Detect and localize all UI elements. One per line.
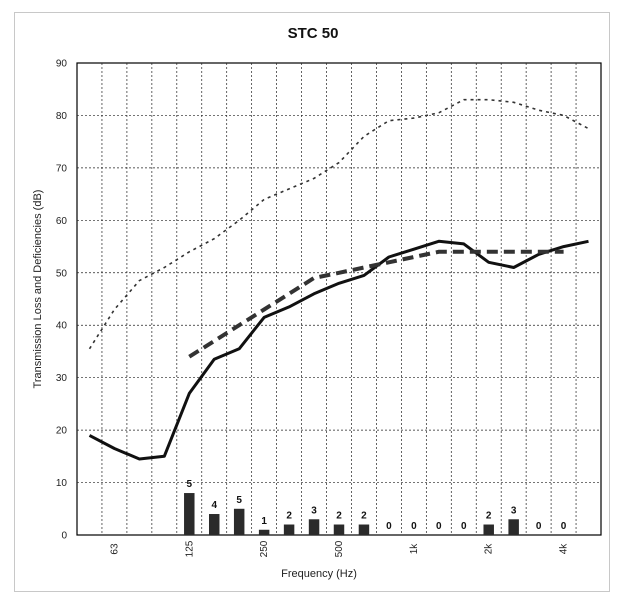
y-tick-label: 70 <box>56 163 68 174</box>
x-tick-label: 500 <box>334 540 345 557</box>
y-tick-label: 10 <box>56 478 68 489</box>
deficiency-label: 2 <box>336 511 342 522</box>
deficiency-label: 5 <box>236 495 242 506</box>
deficiency-bar <box>333 524 345 535</box>
deficiency-label: 0 <box>386 521 392 532</box>
deficiency-labels: 5 4 5 1 2 3 2 2 0 0 0 0 2 3 0 0 <box>187 479 567 532</box>
x-tick-label: 2k <box>484 543 495 555</box>
deficiency-bars <box>184 493 519 535</box>
deficiency-label: 2 <box>286 511 292 522</box>
x-tick-label: 63 <box>109 543 120 555</box>
deficiency-label: 5 <box>187 479 193 490</box>
deficiency-bar <box>283 524 295 535</box>
deficiency-bar <box>184 493 195 535</box>
y-tick-label: 50 <box>56 268 68 279</box>
deficiency-bar <box>208 514 220 535</box>
plot-border <box>76 62 602 536</box>
deficiency-bar <box>358 524 370 535</box>
series-line-dashed <box>188 249 564 359</box>
series-line-solid <box>88 239 589 461</box>
chart-frame: STC 50 0 10 20 30 40 50 60 70 80 90 63 125 250 500 1k… <box>14 12 610 592</box>
deficiency-bar <box>233 508 245 535</box>
y-tick-label: 80 <box>56 111 68 122</box>
deficiency-label: 1 <box>261 516 267 527</box>
deficiency-bar <box>508 519 519 535</box>
deficiency-label: 0 <box>411 521 417 532</box>
deficiency-label: 0 <box>436 521 442 532</box>
y-axis-label: Transmission Loss and Deficiencies (dB) <box>32 190 44 389</box>
deficiency-label: 0 <box>536 521 542 532</box>
series-line-dotted <box>88 98 589 350</box>
deficiency-label: 3 <box>511 505 517 516</box>
y-tick-labels: 0 10 20 30 40 50 60 70 80 90 <box>56 59 68 542</box>
grid <box>76 62 602 536</box>
x-tick-label: 1k <box>409 543 420 555</box>
deficiency-label: 2 <box>361 511 367 522</box>
y-tick-label: 0 <box>61 531 67 542</box>
deficiency-bar <box>258 529 270 535</box>
deficiency-label: 3 <box>311 505 317 516</box>
y-tick-label: 90 <box>56 59 68 70</box>
y-tick-label: 60 <box>56 216 68 227</box>
deficiency-label: 2 <box>486 511 492 522</box>
y-tick-label: 30 <box>56 373 68 384</box>
y-tick-label: 20 <box>56 426 68 437</box>
deficiency-bar <box>308 519 320 535</box>
deficiency-label: 0 <box>561 521 567 532</box>
deficiency-bar <box>483 524 494 535</box>
deficiency-label: 4 <box>211 500 217 511</box>
x-tick-label: 125 <box>184 540 195 557</box>
series-lines <box>88 98 589 461</box>
chart-title: STC 50 <box>288 25 339 42</box>
x-axis-label: Frequency (Hz) <box>281 568 357 580</box>
x-tick-label: 4k <box>559 543 570 555</box>
x-tick-label: 250 <box>259 540 270 557</box>
deficiency-label: 0 <box>461 521 467 532</box>
x-tick-labels: 63 125 250 500 1k 2k 4k <box>109 540 569 557</box>
y-tick-label: 40 <box>56 321 68 332</box>
